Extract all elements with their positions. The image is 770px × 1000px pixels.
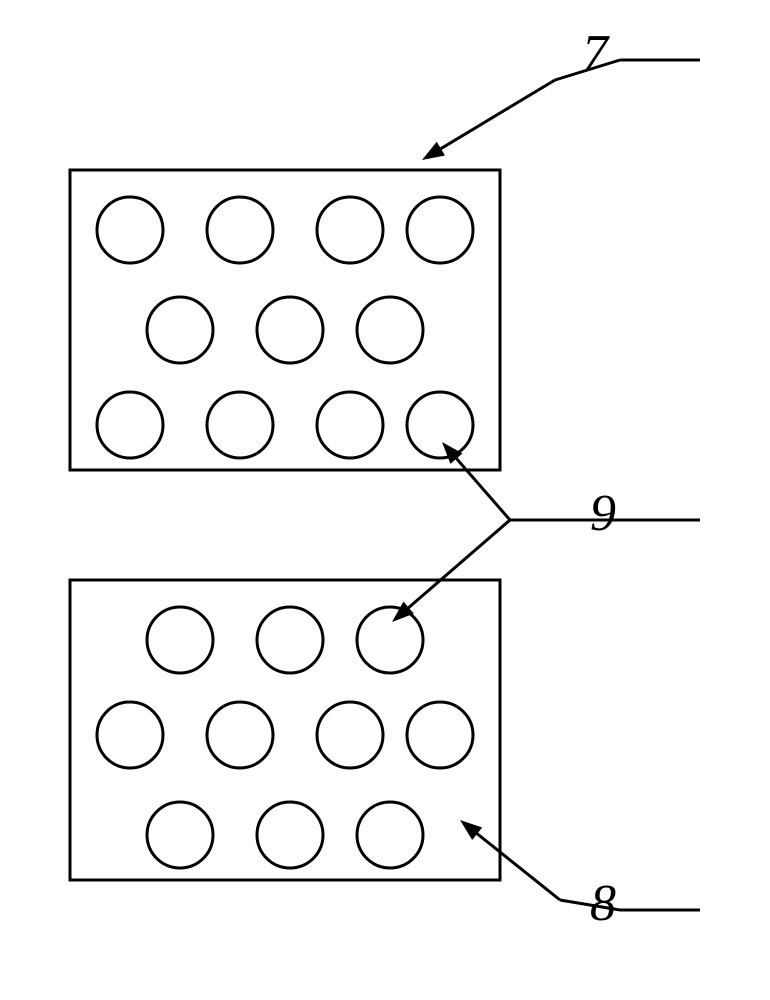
bottom-hole	[207, 702, 273, 768]
bottom-hole	[257, 802, 323, 868]
top-rect	[70, 170, 500, 470]
bottom-hole	[147, 802, 213, 868]
bottom-hole	[357, 607, 423, 673]
top-hole	[407, 197, 473, 263]
bottom-rect	[70, 580, 500, 880]
top-hole	[97, 392, 163, 458]
top-hole	[357, 297, 423, 363]
top-hole	[97, 197, 163, 263]
bottom-hole	[407, 702, 473, 768]
top-hole	[257, 297, 323, 363]
top-hole	[147, 297, 213, 363]
bottom-hole	[257, 607, 323, 673]
leader-7-arrowhead	[422, 142, 445, 160]
bottom-hole	[147, 607, 213, 673]
label-8: 8	[590, 875, 616, 932]
label-9: 9	[590, 485, 616, 542]
diagram-svg: 7 9 8	[0, 0, 770, 1000]
bottom-hole	[357, 802, 423, 868]
bottom-hole	[97, 702, 163, 768]
top-hole	[317, 392, 383, 458]
top-hole	[407, 392, 473, 458]
leader-9-shaft-down	[402, 520, 510, 613]
leader-7-shaft	[433, 80, 555, 153]
top-hole	[207, 197, 273, 263]
top-hole	[317, 197, 383, 263]
bottom-hole	[317, 702, 383, 768]
leader-8-shaft	[470, 828, 560, 900]
label-7: 7	[582, 25, 610, 82]
top-hole	[207, 392, 273, 458]
